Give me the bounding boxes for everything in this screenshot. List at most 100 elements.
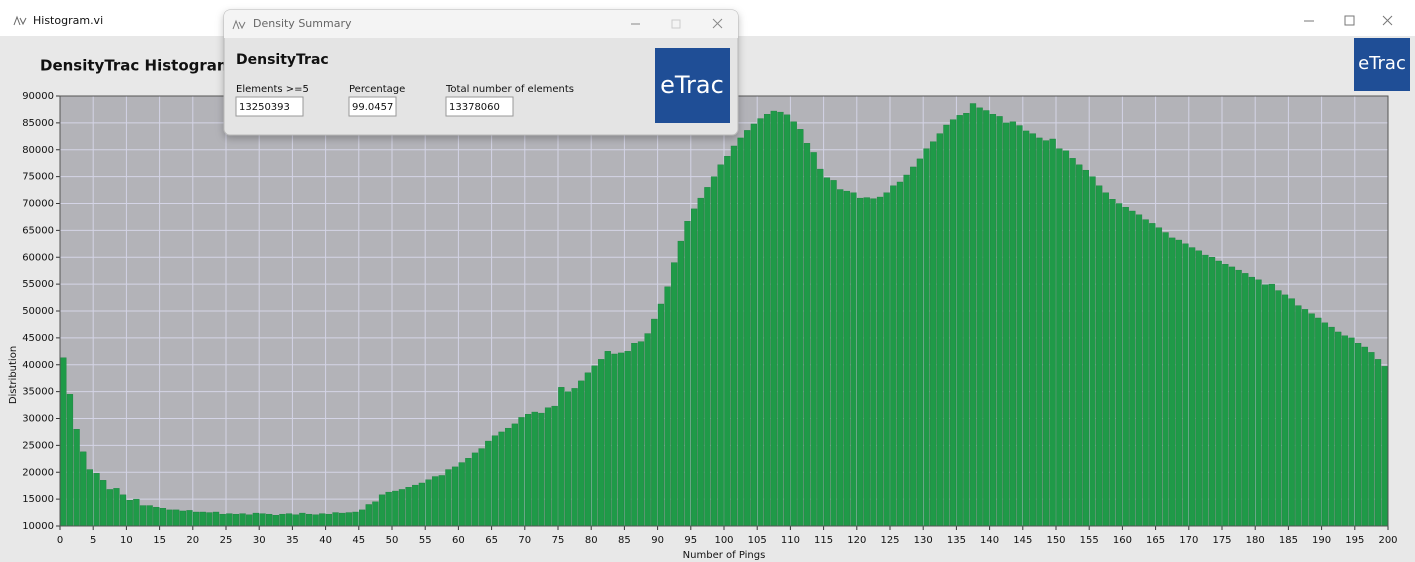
bar bbox=[1374, 359, 1382, 527]
dialog-heading: DensityTrac bbox=[236, 52, 329, 68]
logo-text: eTrac bbox=[1358, 53, 1406, 74]
x-tick-label: 20 bbox=[186, 535, 199, 546]
bar bbox=[1248, 276, 1255, 527]
x-tick-label: 10 bbox=[120, 535, 133, 546]
bar bbox=[983, 110, 990, 527]
x-tick-label: 150 bbox=[1046, 535, 1065, 546]
bar bbox=[956, 115, 963, 527]
bar bbox=[458, 462, 465, 527]
window-title: Histogram.vi bbox=[33, 14, 103, 27]
bar bbox=[989, 114, 997, 527]
x-tick-label: 175 bbox=[1212, 535, 1231, 546]
bar bbox=[551, 405, 558, 527]
bar bbox=[378, 494, 386, 527]
dialog-title-bar bbox=[224, 10, 738, 38]
bar bbox=[445, 469, 452, 527]
x-tick-label: 30 bbox=[253, 535, 266, 546]
x-tick-label: 25 bbox=[220, 535, 233, 546]
y-tick-label: 65000 bbox=[22, 225, 54, 236]
x-tick-label: 15 bbox=[153, 535, 166, 546]
x-tick-label: 120 bbox=[847, 535, 866, 546]
y-tick-label: 80000 bbox=[22, 145, 54, 156]
bar bbox=[1069, 158, 1076, 527]
bar bbox=[425, 479, 432, 527]
bar bbox=[1003, 122, 1010, 527]
bar bbox=[1149, 223, 1156, 527]
bar bbox=[392, 490, 399, 527]
dialog-controls[interactable] bbox=[631, 18, 723, 29]
bar bbox=[478, 448, 485, 527]
bar bbox=[857, 197, 864, 527]
x-tick-label: 185 bbox=[1279, 535, 1298, 546]
y-tick-label: 45000 bbox=[22, 333, 54, 344]
bar bbox=[1281, 294, 1289, 527]
x-tick-label: 180 bbox=[1246, 535, 1265, 546]
bar bbox=[883, 192, 890, 527]
bar bbox=[179, 510, 186, 527]
bar bbox=[817, 168, 824, 527]
bar bbox=[1009, 121, 1016, 527]
bar bbox=[1348, 337, 1355, 527]
bar bbox=[704, 187, 711, 527]
bar bbox=[206, 512, 213, 527]
bar bbox=[259, 513, 266, 527]
bar bbox=[803, 143, 811, 527]
bar bbox=[272, 515, 279, 527]
bar bbox=[106, 489, 113, 527]
x-tick-label: 200 bbox=[1378, 535, 1397, 546]
bar bbox=[398, 489, 406, 527]
bar bbox=[471, 452, 479, 527]
bar bbox=[870, 198, 877, 527]
x-tick-label: 5 bbox=[90, 535, 96, 546]
bar bbox=[1096, 185, 1103, 527]
bar bbox=[1169, 237, 1176, 527]
bar bbox=[1042, 140, 1050, 527]
bar bbox=[119, 494, 127, 527]
bar bbox=[405, 487, 412, 527]
bar bbox=[1288, 298, 1295, 527]
bar bbox=[212, 511, 220, 527]
bar bbox=[192, 511, 200, 527]
bar bbox=[963, 112, 970, 527]
bar bbox=[299, 512, 306, 527]
app-icon bbox=[13, 15, 27, 26]
bar bbox=[777, 111, 784, 527]
x-tick-label: 35 bbox=[286, 535, 299, 546]
bar bbox=[60, 357, 67, 527]
dialog-logo bbox=[655, 48, 730, 123]
bar bbox=[153, 506, 160, 527]
bar bbox=[823, 177, 831, 527]
bar bbox=[1208, 257, 1216, 527]
bar bbox=[166, 509, 173, 527]
bar bbox=[571, 388, 578, 527]
bar bbox=[876, 196, 884, 527]
field-label: Percentage bbox=[349, 84, 405, 95]
window-controls[interactable] bbox=[1304, 15, 1393, 26]
dialog-title: Density Summary bbox=[253, 17, 352, 30]
x-tick-label: 190 bbox=[1312, 535, 1331, 546]
bar bbox=[292, 514, 299, 527]
bar bbox=[1076, 164, 1083, 527]
bar bbox=[1262, 284, 1269, 527]
x-tick-label: 160 bbox=[1113, 535, 1132, 546]
bar bbox=[285, 513, 293, 527]
bar bbox=[93, 473, 100, 527]
bar bbox=[1202, 254, 1209, 527]
bar bbox=[319, 513, 326, 527]
x-axis-label: Number of Pings bbox=[683, 550, 766, 561]
bar bbox=[173, 509, 180, 527]
bar bbox=[1062, 150, 1070, 527]
bar bbox=[100, 480, 107, 527]
field-value: 13250393 bbox=[239, 102, 290, 113]
logo bbox=[1354, 38, 1410, 91]
field-box bbox=[445, 96, 514, 117]
bar bbox=[146, 505, 153, 527]
field-label: Total number of elements bbox=[445, 84, 574, 95]
bar bbox=[737, 137, 744, 527]
bar bbox=[996, 116, 1003, 527]
bar bbox=[1115, 203, 1123, 527]
bar bbox=[239, 513, 246, 527]
bar bbox=[266, 513, 273, 527]
y-tick-label: 90000 bbox=[22, 91, 54, 102]
bar bbox=[1308, 313, 1315, 527]
